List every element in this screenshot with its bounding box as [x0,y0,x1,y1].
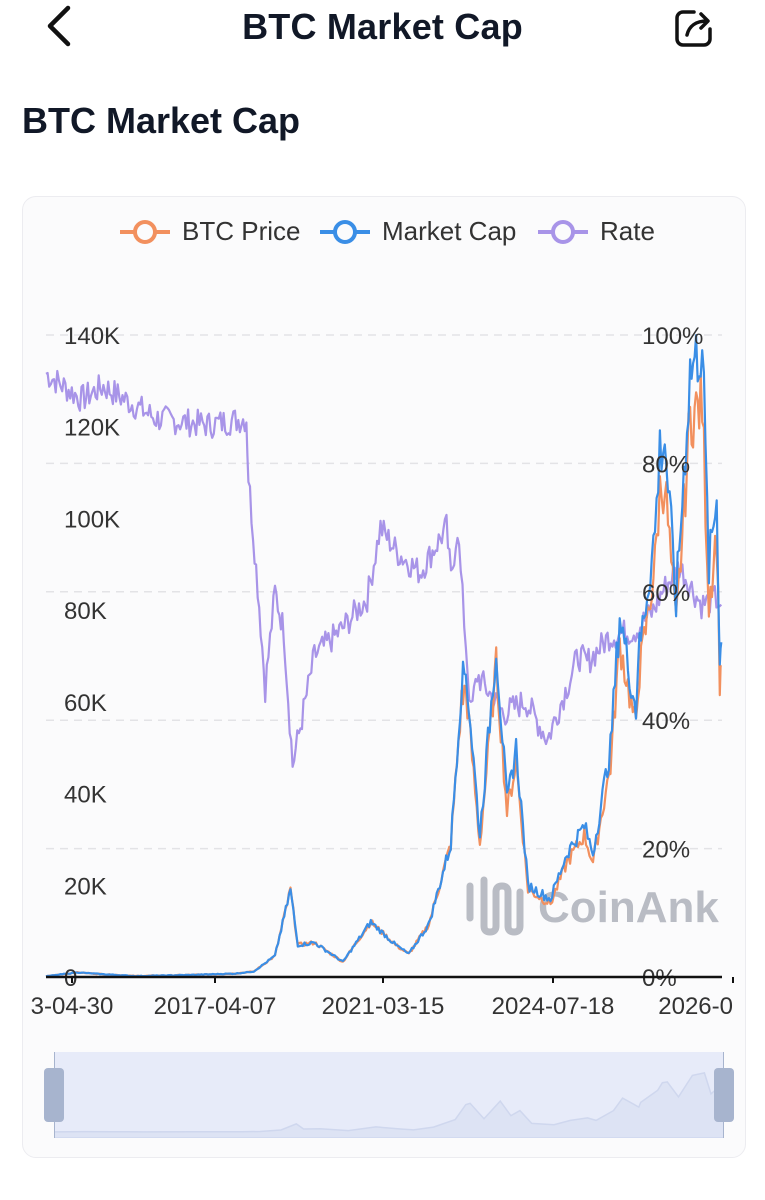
chart-area[interactable]: CoinAnk 0 20K 40K 60K 80K 100K 120K 140K 0% 20% 4… [0,0,765,1040]
y-left-tick-label: 80K [64,598,107,625]
watermark-text: CoinAnk [538,883,719,932]
y-right-tick-label: 0% [642,965,677,992]
legend-label-market-cap: Market Cap [382,216,517,246]
y-left-tick-label: 120K [64,415,120,442]
legend-item-rate[interactable]: Rate [536,212,666,252]
series-line-rate [45,369,723,768]
legend-swatch-rate [538,220,588,244]
section-title: BTC Market Cap [22,100,301,141]
y-left-tick-label: 100K [64,506,120,533]
legend-item-btc-price[interactable]: BTC Price [118,212,308,252]
chart-series [45,334,723,978]
zoom-slider[interactable] [53,1052,725,1139]
share-button[interactable] [670,4,718,52]
chart-grid [46,334,722,850]
legend-label-btc-price: BTC Price [182,216,301,246]
x-tick-label: 3-04-30 [31,993,114,1020]
y-axis-right: 0% 20% 40% 60% 80% 100% [642,323,703,992]
y-left-tick-label: 0 [64,965,77,992]
page-title: BTC Market Cap [242,6,523,47]
watermark: CoinAnk [466,876,719,936]
y-right-tick-label: 20% [642,837,690,864]
back-button[interactable] [40,2,84,50]
y-left-tick-label: 40K [64,782,107,809]
share-icon [675,10,712,47]
slider-overview-line [53,1072,725,1139]
y-right-tick-label: 40% [642,708,690,735]
y-left-tick-label: 140K [64,323,120,350]
coinank-logo-icon [466,876,524,936]
y-right-tick-label: 80% [642,451,690,478]
legend-item-market-cap[interactable]: Market Cap [318,212,528,252]
legend-label-rate: Rate [600,216,655,246]
x-tick-label: 2017-04-07 [154,993,277,1020]
x-axis-ticks: 3-04-30 2017-04-07 2021-03-15 2024-07-18 202… [31,977,734,1020]
legend-swatch-btc-price [120,220,170,244]
y-right-tick-label: 100% [642,323,703,350]
y-right-tick-label: 60% [642,580,690,607]
slider-handle-right[interactable] [714,1068,734,1122]
chevron-left-icon [47,5,71,47]
legend-swatch-market-cap [320,220,370,244]
chart-legend: BTC Price Market Cap Rate [0,212,765,252]
top-bar: BTC Market Cap [0,0,765,56]
x-tick-label: 2026-0 [658,993,733,1020]
slider-overview [53,1052,725,1139]
y-left-tick-label: 20K [64,873,107,900]
y-left-tick-label: 60K [64,690,107,717]
y-axis-left: 0 20K 40K 60K 80K 100K 120K 140K [64,323,120,992]
slider-handle-left[interactable] [44,1068,64,1122]
x-tick-label: 2024-07-18 [492,993,615,1020]
series-line-market-cap [45,334,723,978]
x-tick-label: 2021-03-15 [322,993,445,1020]
